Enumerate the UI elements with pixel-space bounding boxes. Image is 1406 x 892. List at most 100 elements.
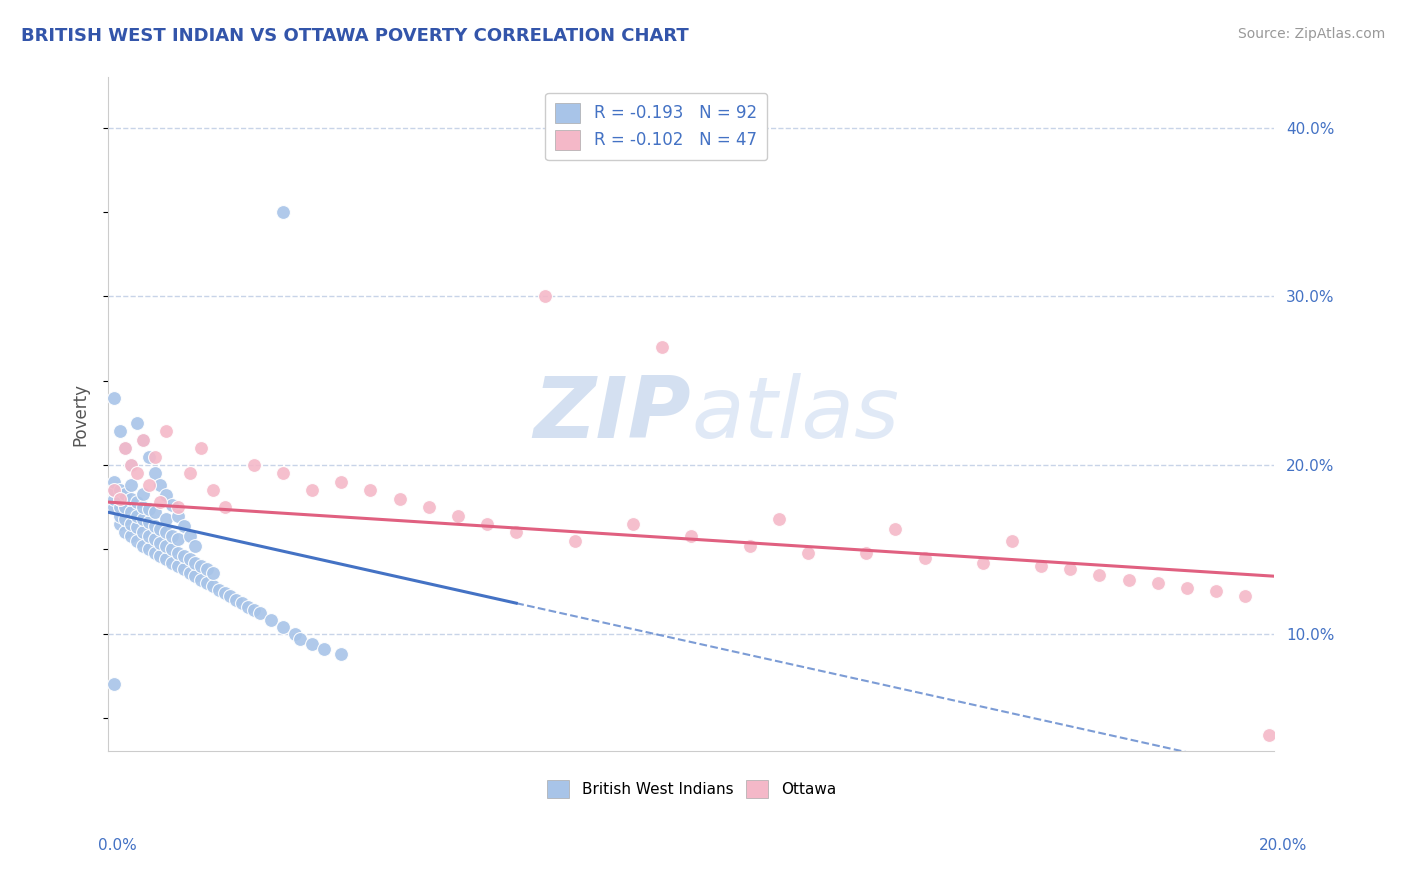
Point [195, 562, 218, 576]
Point [301, 483, 323, 498]
Point [103, 491, 125, 506]
Point [149, 478, 172, 492]
Point [201, 566, 224, 580]
Point [132, 525, 155, 540]
Point [120, 529, 142, 543]
Point [103, 475, 125, 489]
Point [127, 520, 149, 534]
Point [855, 546, 877, 560]
Point [114, 441, 136, 455]
Point [127, 416, 149, 430]
Point [190, 559, 212, 574]
Point [155, 425, 177, 439]
Point [143, 505, 166, 519]
Point [914, 550, 936, 565]
Point [651, 340, 673, 354]
Point [132, 486, 155, 500]
Point [127, 508, 149, 523]
Point [167, 559, 190, 574]
Point [1031, 559, 1053, 574]
Point [1146, 576, 1168, 591]
Text: BRITISH WEST INDIAN VS OTTAWA POVERTY CORRELATION CHART: BRITISH WEST INDIAN VS OTTAWA POVERTY CO… [21, 27, 689, 45]
Point [418, 500, 440, 515]
Text: 20.0%: 20.0% [1260, 838, 1308, 854]
Point [132, 539, 155, 553]
Point [219, 590, 242, 604]
Point [132, 512, 155, 526]
Point [103, 500, 125, 515]
Point [201, 579, 224, 593]
Point [160, 556, 183, 570]
Point [138, 478, 160, 492]
Point [160, 529, 183, 543]
Point [138, 542, 160, 557]
Point [143, 518, 166, 533]
Point [284, 626, 307, 640]
Point [103, 391, 125, 405]
Point [127, 467, 149, 481]
Point [271, 620, 294, 634]
Point [143, 546, 166, 560]
Point [534, 289, 557, 303]
Point [564, 533, 586, 548]
Point [330, 647, 353, 661]
Point [190, 441, 212, 455]
Point [167, 500, 190, 515]
Point [190, 573, 212, 587]
Point [114, 486, 136, 500]
Point [114, 500, 136, 515]
Point [243, 603, 266, 617]
Point [120, 516, 142, 531]
Point [768, 512, 790, 526]
Point [108, 500, 131, 515]
Point [225, 592, 247, 607]
Point [184, 569, 207, 583]
Point [173, 562, 195, 576]
Point [475, 516, 498, 531]
Point [108, 516, 131, 531]
Point [138, 529, 160, 543]
Point [132, 433, 155, 447]
Text: 0.0%: 0.0% [98, 838, 138, 854]
Point [138, 501, 160, 516]
Point [388, 491, 411, 506]
Point [167, 546, 190, 560]
Point [173, 518, 195, 533]
Point [447, 508, 470, 523]
Point [1257, 728, 1279, 742]
Point [179, 529, 201, 543]
Point [1001, 533, 1024, 548]
Point [167, 508, 190, 523]
Point [132, 433, 155, 447]
Point [201, 483, 224, 498]
Point [195, 576, 218, 591]
Point [138, 516, 160, 530]
Point [312, 641, 335, 656]
Point [120, 458, 142, 472]
Point [505, 525, 527, 540]
Point [143, 532, 166, 546]
Point [160, 499, 183, 513]
Point [143, 450, 166, 464]
Point [359, 483, 381, 498]
Point [290, 632, 312, 646]
Point [1205, 584, 1227, 599]
Point [681, 529, 703, 543]
Point [120, 491, 142, 506]
Point [155, 552, 177, 566]
Point [103, 677, 125, 691]
Point [1234, 590, 1257, 604]
Point [103, 483, 125, 498]
Point [184, 539, 207, 553]
Point [214, 500, 236, 515]
Legend: British West Indians, Ottawa: British West Indians, Ottawa [540, 773, 842, 805]
Point [155, 539, 177, 553]
Point [108, 508, 131, 523]
Point [884, 522, 907, 536]
Point [108, 491, 131, 506]
Point [103, 483, 125, 498]
Point [114, 441, 136, 455]
Point [179, 467, 201, 481]
Y-axis label: Poverty: Poverty [72, 383, 89, 446]
Point [179, 566, 201, 580]
